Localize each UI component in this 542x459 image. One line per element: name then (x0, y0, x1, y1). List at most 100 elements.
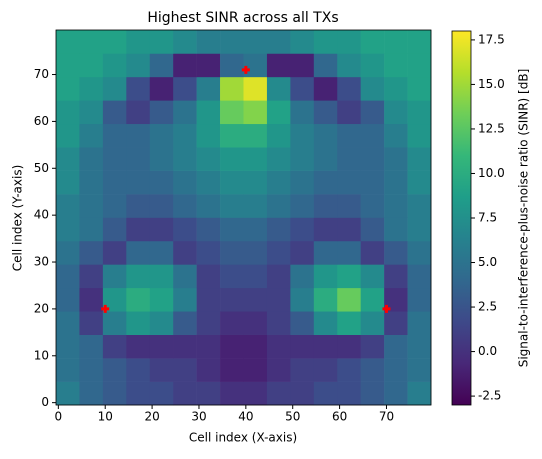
heatmap-cell (290, 311, 315, 335)
heatmap-cell (126, 170, 151, 195)
heatmap-cell (149, 358, 174, 382)
heatmap-cell (56, 217, 80, 242)
heatmap-cell (407, 287, 432, 312)
heatmap-cell (126, 358, 151, 382)
heatmap-cell (243, 123, 268, 148)
heatmap-cell (126, 123, 151, 148)
heatmap-cell (220, 358, 244, 382)
heatmap-cell (196, 358, 221, 382)
heatmap-cell (56, 194, 80, 218)
heatmap-cell (196, 76, 221, 101)
heatmap-cell (126, 287, 151, 312)
heatmap-cell (149, 381, 174, 406)
heatmap-cell (266, 53, 291, 78)
heatmap-cell (360, 381, 385, 406)
heatmap-cell (290, 381, 315, 406)
heatmap-cell (56, 358, 80, 382)
y-tick-label: 70 (34, 67, 49, 81)
x-tick-label: 70 (379, 410, 394, 424)
heatmap-cell (149, 53, 174, 78)
heatmap-cell (313, 147, 338, 171)
heatmap-cell (407, 334, 432, 359)
heatmap-cell (220, 334, 244, 359)
y-tick-label: 0 (41, 395, 49, 409)
heatmap-cell (337, 217, 361, 242)
heatmap-cell (126, 381, 151, 406)
heatmap-cell (360, 287, 385, 312)
heatmap-cell (360, 123, 385, 148)
heatmap-cell (56, 100, 80, 125)
heatmap-cell (360, 76, 385, 101)
marker (101, 304, 110, 313)
heatmap-cell (266, 217, 291, 242)
heatmap-cell (337, 194, 361, 218)
heatmap-cell (196, 53, 221, 78)
heatmap-cell (407, 100, 432, 125)
heatmap-cell (173, 217, 197, 242)
heatmap-cell (290, 240, 315, 265)
heatmap-cell (243, 240, 268, 265)
heatmap-cell (384, 170, 408, 195)
heatmap-cell (126, 264, 151, 289)
heatmap-cell (196, 170, 221, 195)
heatmap-cell (173, 76, 197, 101)
heatmap-cell (102, 194, 127, 218)
heatmap-cell (407, 217, 432, 242)
heatmap-cell (79, 123, 104, 148)
heatmap-cell (196, 311, 221, 335)
heatmap-cell (196, 334, 221, 359)
heatmap-cell (384, 264, 408, 289)
heatmap-cell (173, 100, 197, 125)
heatmap-cell (149, 147, 174, 171)
heatmap-cell (126, 76, 151, 101)
heatmap-cell (196, 240, 221, 265)
heatmap-cell (290, 287, 315, 312)
heatmap-cell (149, 100, 174, 125)
heatmap-cell (384, 100, 408, 125)
heatmap-cell (407, 194, 432, 218)
heatmap-cell (56, 53, 80, 78)
heatmap-cell (243, 30, 268, 54)
heatmap-cell (56, 170, 80, 195)
heatmap-cell (149, 76, 174, 101)
heatmap-cell (266, 76, 291, 101)
heatmap-cell (126, 311, 151, 335)
heatmap-cell (243, 194, 268, 218)
heatmap-cell (102, 217, 127, 242)
heatmap-cell (384, 358, 408, 382)
heatmap-cell (337, 170, 361, 195)
heatmap-cell (290, 194, 315, 218)
colorbar-tick-label: 0.0 (478, 344, 497, 358)
heatmap-cell (407, 264, 432, 289)
heatmap-cell (407, 240, 432, 265)
heatmap-cell (360, 358, 385, 382)
heatmap-cell (243, 334, 268, 359)
colorbar-tick-label: 17.5 (478, 32, 505, 46)
heatmap-cell (173, 381, 197, 406)
heatmap-cell (243, 358, 268, 382)
heatmap-cell (79, 334, 104, 359)
heatmap-cell (79, 287, 104, 312)
heatmap-cell (79, 381, 104, 406)
heatmap-cell (243, 381, 268, 406)
heatmap-cell (384, 30, 408, 54)
heatmap-cell (266, 147, 291, 171)
heatmap-cell (149, 334, 174, 359)
heatmap-cell (196, 123, 221, 148)
heatmap-cell (290, 217, 315, 242)
heatmap-cell (407, 76, 432, 101)
heatmap-cell (126, 217, 151, 242)
heatmap-cell (56, 147, 80, 171)
heatmap-cell (407, 170, 432, 195)
heatmap-cell (79, 194, 104, 218)
heatmap-cell (290, 170, 315, 195)
heatmap-cell (173, 123, 197, 148)
heatmap-cell (79, 264, 104, 289)
heatmap-cell (220, 311, 244, 335)
heatmap-cell (173, 240, 197, 265)
heatmap-cell (220, 240, 244, 265)
heatmap-cell (56, 240, 80, 265)
heatmap-cell (149, 170, 174, 195)
heatmap-cell (313, 358, 338, 382)
heatmap-cell (313, 311, 338, 335)
